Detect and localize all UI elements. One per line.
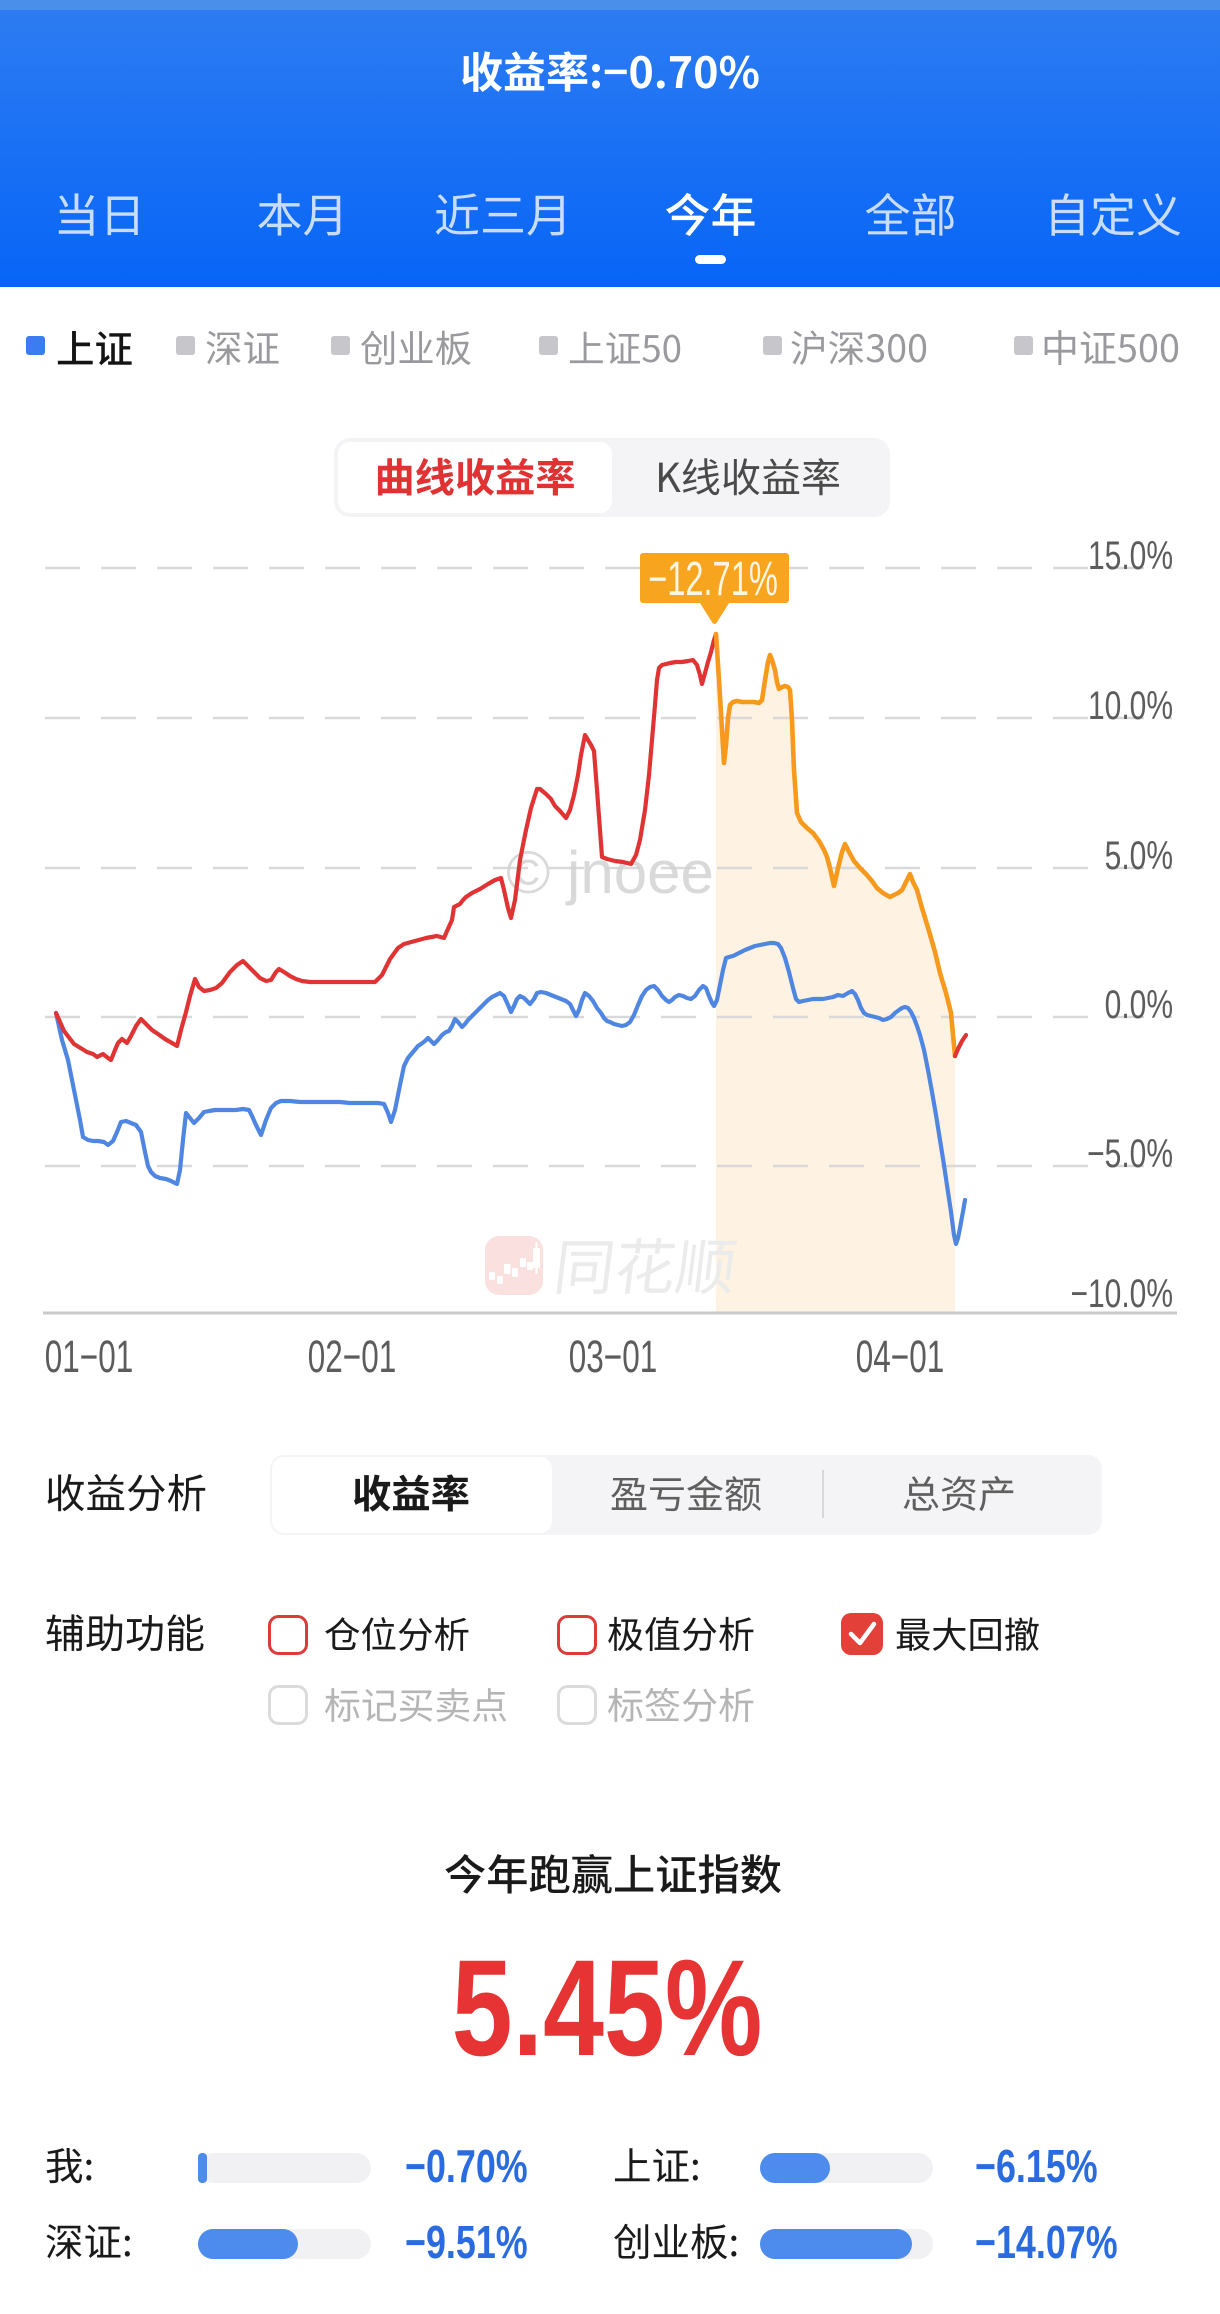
svg-text:01−01: 01−01	[45, 1333, 133, 1383]
svg-text:−5.0%: −5.0%	[1087, 1132, 1173, 1176]
svg-text:−6.15%: −6.15%	[975, 2141, 1098, 2192]
svg-text:−14.07%: −14.07%	[975, 2217, 1118, 2268]
svg-text:5.0%: 5.0%	[1105, 834, 1173, 878]
svg-text:03−01: 03−01	[569, 1333, 657, 1383]
svg-text:10.0%: 10.0%	[1088, 684, 1173, 728]
svg-text:02−01: 02−01	[308, 1333, 396, 1383]
svg-text:−9.51%: −9.51%	[405, 2217, 528, 2268]
svg-text:−12.71%: −12.71%	[648, 552, 778, 606]
svg-text:15.0%: 15.0%	[1088, 534, 1173, 578]
svg-text:0.0%: 0.0%	[1105, 983, 1173, 1027]
svg-text:−0.70%: −0.70%	[405, 2141, 528, 2192]
svg-text:−10.0%: −10.0%	[1070, 1272, 1173, 1316]
svg-text:© jnoee: © jnoee	[506, 839, 714, 906]
svg-text:5.45%: 5.45%	[452, 1932, 763, 2084]
svg-text:04−01: 04−01	[856, 1333, 944, 1383]
